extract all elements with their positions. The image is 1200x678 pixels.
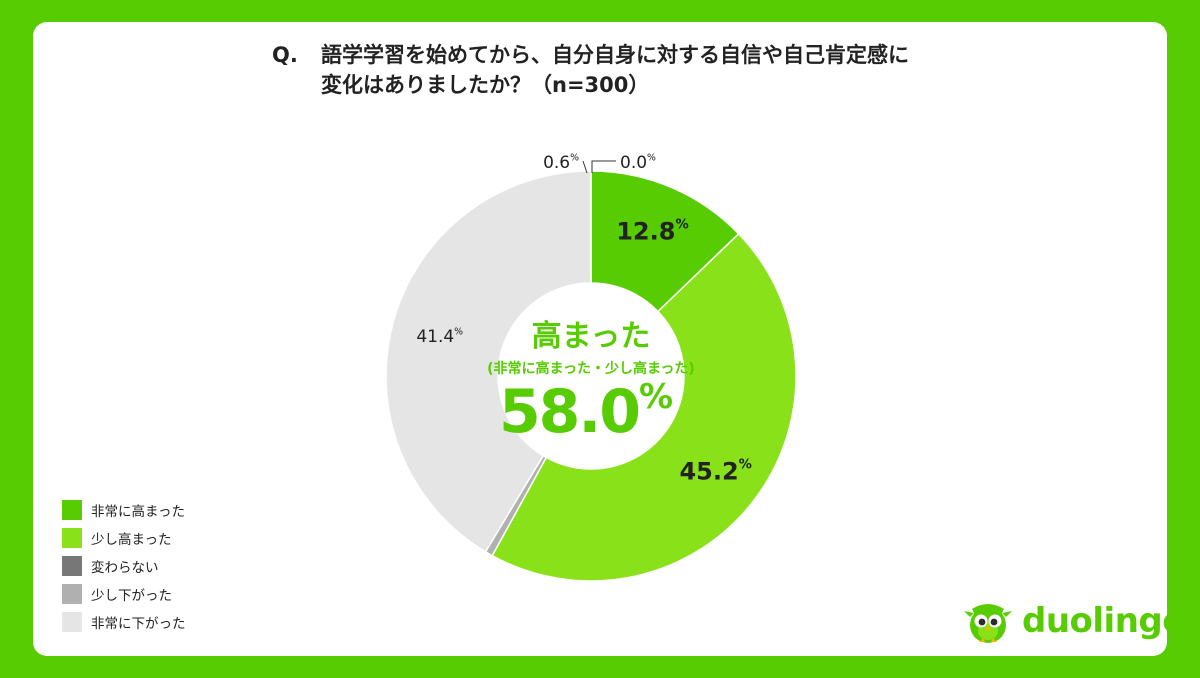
duolingo-logo: duolingo	[962, 597, 1186, 645]
legend-swatch	[62, 499, 82, 520]
slice-label-unit: %	[739, 458, 752, 473]
brand-wordmark: duolingo	[1022, 601, 1186, 641]
legend-item: 非常に高まった	[62, 497, 186, 522]
pie-slice	[491, 232, 797, 582]
slice-label-unit: %	[570, 152, 579, 163]
legend: 非常に高まった 少し高まった 変わらない 少し下がった 非常に下がった	[62, 497, 186, 637]
legend-swatch	[62, 527, 82, 548]
label-leader-line	[582, 160, 588, 174]
slice-label: 0.6%	[543, 152, 579, 173]
slice-label-unit: %	[454, 326, 463, 337]
slice-label: 0.0%	[620, 152, 656, 173]
legend-swatch	[62, 611, 82, 632]
legend-label: 非常に下がった	[91, 615, 186, 632]
owl-mascot-icon	[964, 604, 1012, 643]
center-value: 58.0%	[499, 377, 672, 447]
question-line-2: 変化はありましたか？（n=300）	[321, 73, 650, 97]
question-title: Q. 語学学習を始めてから、自分自身に対する自信や自己肯定感に 変化はありました…	[272, 40, 912, 100]
slice-label-unit: %	[647, 152, 656, 163]
label-leader-line	[591, 160, 616, 173]
center-subtitle: (非常に高まった・少し高まった)	[487, 360, 695, 377]
legend-label: 非常に高まった	[91, 503, 185, 520]
legend-swatch	[62, 583, 82, 604]
center-value-unit: %	[639, 377, 672, 417]
slice-label: 41.4%	[416, 326, 463, 347]
question-line-1: 語学学習を始めてから、自分自身に対する自信や自己肯定感に	[321, 43, 909, 67]
center-title: 高まった	[532, 319, 651, 354]
legend-label: 少し高まった	[91, 531, 172, 548]
legend-label: 変わらない	[91, 559, 159, 576]
legend-label: 少し下がった	[91, 587, 172, 604]
question-prefix: Q.	[272, 43, 298, 67]
legend-item: 変わらない	[62, 553, 186, 578]
legend-item: 非常に下がった	[62, 609, 186, 634]
legend-swatch	[62, 555, 82, 576]
pie-slice	[385, 170, 592, 553]
legend-item: 少し下がった	[62, 581, 186, 606]
slice-label-unit: %	[675, 218, 688, 233]
legend-item: 少し高まった	[62, 525, 186, 550]
